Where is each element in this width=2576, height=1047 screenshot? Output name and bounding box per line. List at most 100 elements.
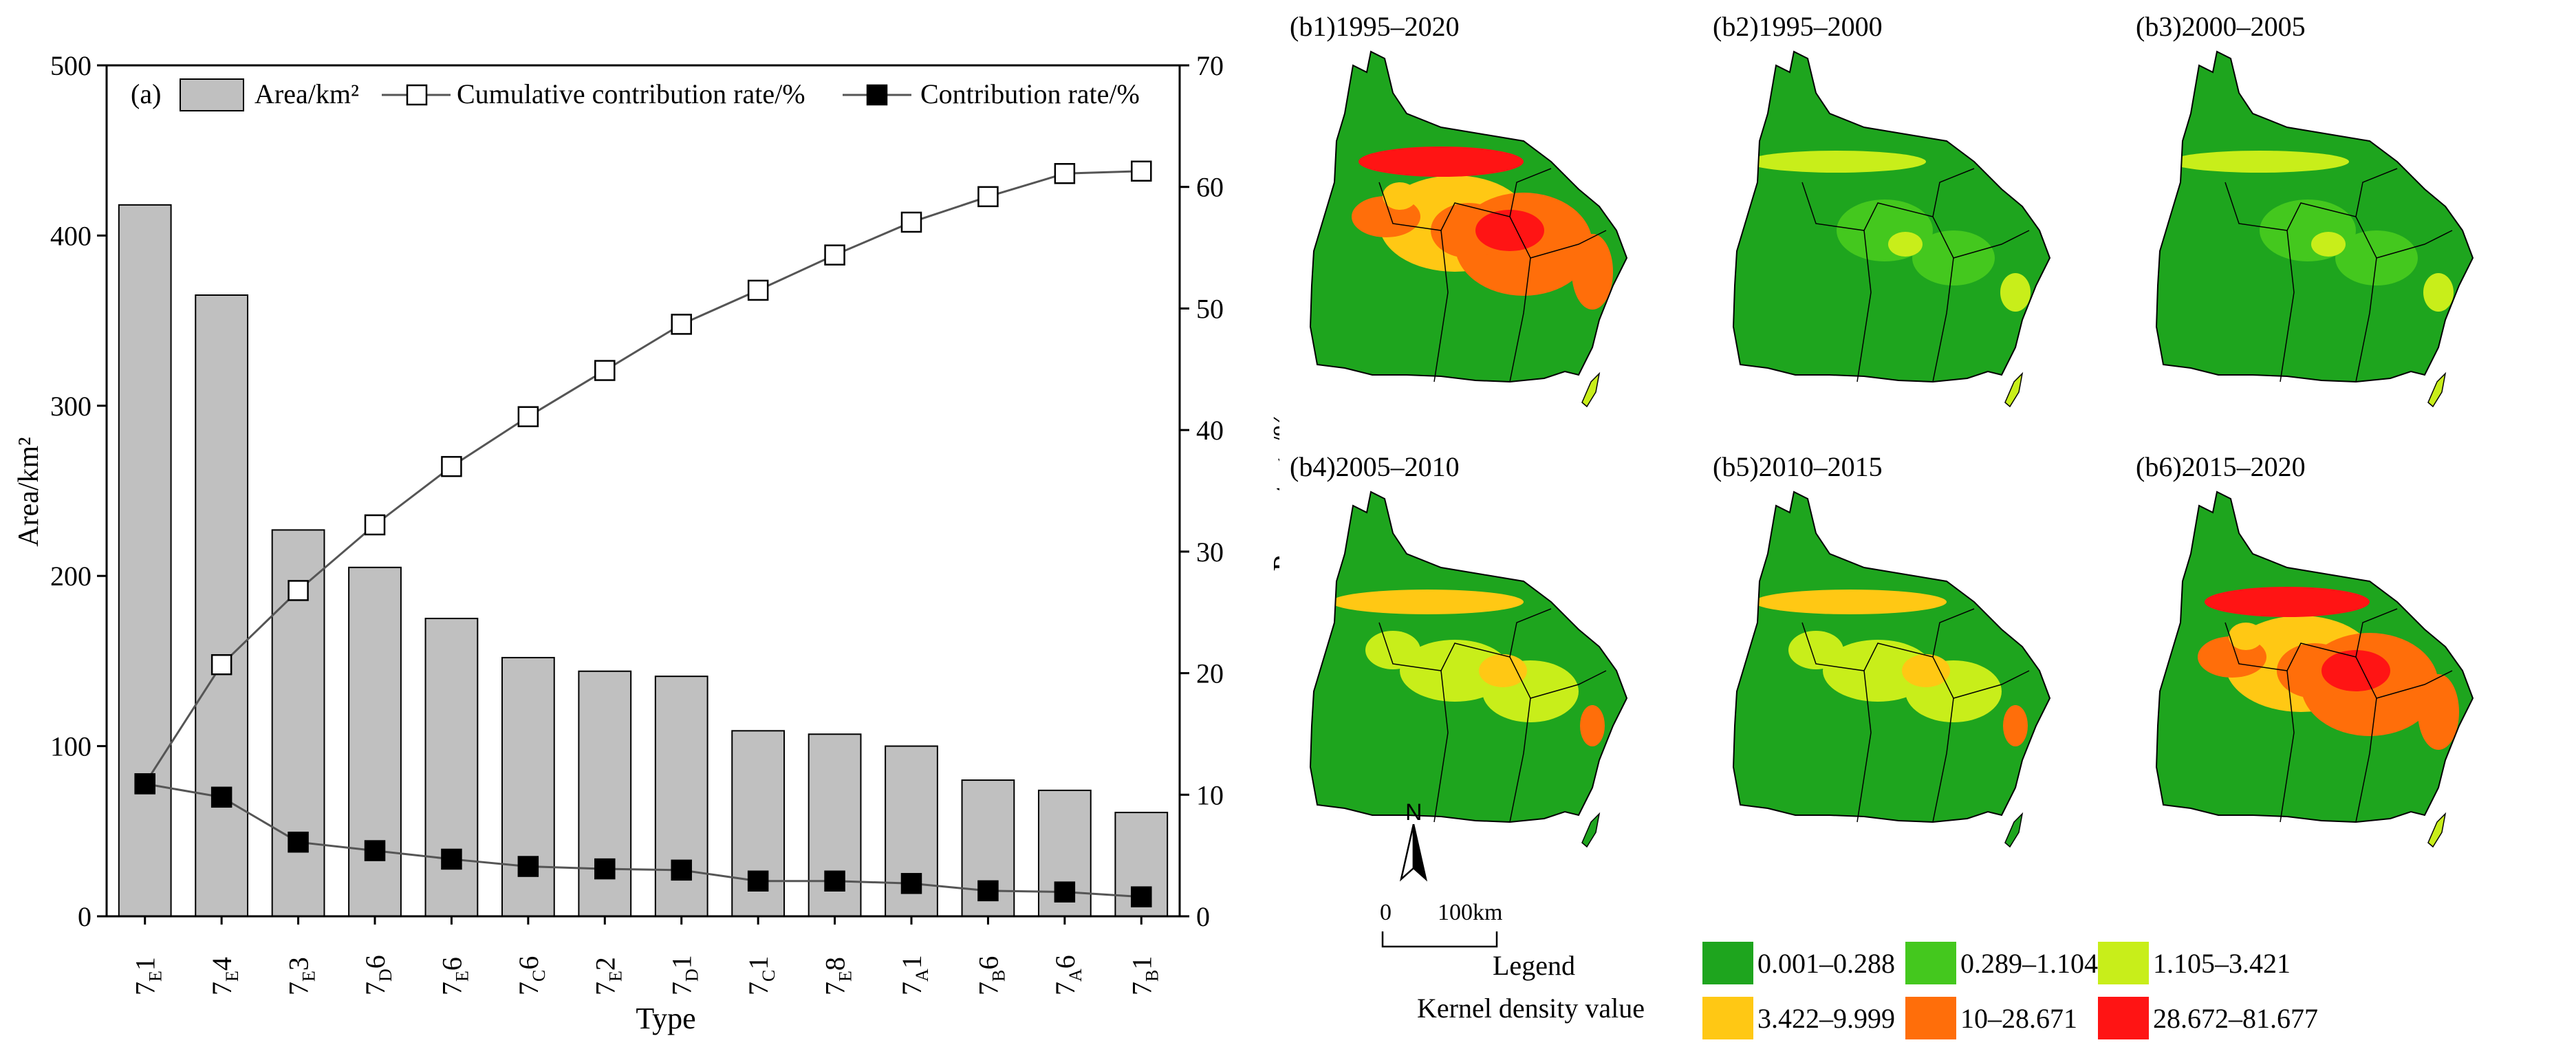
density-hotspot — [1365, 631, 1420, 669]
cumulative-line — [144, 170, 1142, 785]
district-boundaries — [1378, 168, 1607, 382]
bar-line-chart: 0 100 200 300 400 500 0 10 20 30 40 50 60 70 7E1 7E4 7E3… — [13, 50, 1279, 1035]
density-hotspot — [2170, 151, 2349, 173]
svg-text:7D6: 7D6 — [360, 955, 396, 995]
svg-text:7E4: 7E4 — [206, 957, 242, 995]
density-hotspot — [1479, 654, 1527, 687]
y-axis-label: Area/km² — [13, 437, 45, 547]
map-panel-6: (b6)2015–2020 — [2132, 440, 2538, 848]
map-title: (b6)2015–2020 — [2136, 451, 2306, 482]
svg-text:7E1: 7E1 — [130, 957, 166, 995]
legend-label-cumulative: Cumulative contribution rate/% — [457, 78, 805, 109]
svg-text:7E6: 7E6 — [436, 957, 472, 995]
svg-text:7C1: 7C1 — [743, 956, 779, 995]
contribution-point-12 — [1054, 881, 1076, 903]
cumulative-point-13 — [1131, 160, 1152, 182]
district-boundaries — [1378, 608, 1607, 823]
contribution-point-1 — [210, 786, 232, 808]
contribution-line — [144, 782, 1142, 898]
density-hotspot — [2003, 705, 2028, 746]
island — [2004, 371, 2024, 408]
bar-1 — [195, 294, 249, 917]
y-tick-label: 500 — [50, 50, 91, 81]
density-map — [1309, 50, 1628, 408]
legend-marker-contribution — [866, 84, 888, 106]
contribution-point-8 — [747, 870, 769, 892]
cumulative-point-6 — [594, 360, 616, 381]
y-tick-label: 400 — [50, 220, 91, 251]
contribution-point-11 — [977, 880, 999, 902]
density-hotspots — [1747, 151, 2031, 312]
x-tick-label: 7E1 — [130, 957, 166, 995]
y2-tick-label: 60 — [1196, 172, 1224, 203]
x-axis-label: Type — [636, 1002, 695, 1035]
density-hotspot — [2321, 650, 2390, 691]
chart-legend: (a) Area/km² Cumulative contribution rat… — [131, 78, 1140, 111]
map-title: (b5)2010–2015 — [1713, 451, 1883, 482]
cumulative-point-12 — [1054, 163, 1076, 184]
cumulative-point-5 — [517, 406, 539, 427]
contribution-point-3 — [364, 840, 386, 861]
bar-4 — [424, 618, 479, 917]
legend-subtitle: Kernel density value — [1417, 993, 1645, 1024]
x-tick-label: 7B1 — [1126, 956, 1162, 995]
y-tick-label: 0 — [78, 901, 91, 932]
y2-tick-label: 70 — [1196, 50, 1224, 81]
x-tick-label: 7E3 — [283, 957, 319, 995]
legend-item: 3.422–9.999 — [1702, 994, 1895, 1042]
x-tick-label: 7C1 — [743, 956, 779, 995]
bar-3 — [348, 566, 402, 918]
legend-item: 10–28.671 — [1905, 994, 2077, 1042]
map-title: (b4)2005–2010 — [1290, 451, 1460, 482]
density-map — [2155, 490, 2474, 848]
y2-tick-label: 50 — [1196, 293, 1224, 324]
north-arrow-icon — [1399, 824, 1428, 882]
svg-text:7C6: 7C6 — [513, 956, 549, 995]
scale-end: 100km — [1438, 900, 1503, 925]
density-map — [1732, 490, 2051, 848]
cumulative-point-3 — [364, 514, 386, 536]
scale-zero: 0 — [1380, 900, 1392, 925]
bar-8 — [731, 730, 786, 917]
density-hotspot — [2000, 273, 2031, 312]
density-hotspot — [1572, 234, 1613, 310]
density-hotspot — [1788, 631, 1843, 669]
density-hotspot — [1888, 232, 1923, 257]
y2-tick-label: 40 — [1196, 415, 1224, 446]
density-hotspot — [2205, 587, 2370, 617]
x-tick-label: 7D6 — [360, 955, 396, 995]
legend-item: 0.001–0.288 — [1702, 939, 1895, 987]
x-tick-label: 7E6 — [436, 957, 472, 995]
map-outline — [2155, 50, 2474, 383]
map-panel-3: (b3)2000–2005 — [2132, 0, 2538, 408]
contribution-point-13 — [1131, 886, 1152, 907]
density-map — [2155, 50, 2474, 408]
legend-label: 28.672–81.677 — [2153, 1002, 2318, 1034]
contribution-point-10 — [900, 873, 922, 894]
y-tick-label: 200 — [50, 561, 91, 592]
svg-text:7E2: 7E2 — [589, 957, 625, 995]
y2-tick-label: 30 — [1196, 537, 1224, 568]
density-map — [1732, 50, 2051, 408]
svg-text:7E3: 7E3 — [283, 957, 319, 995]
svg-text:7E8: 7E8 — [820, 957, 856, 995]
density-hotspot — [2229, 623, 2263, 650]
x-tick-label: 7E2 — [589, 957, 625, 995]
map-outline — [2155, 490, 2474, 823]
svg-text:7B6: 7B6 — [973, 956, 1008, 995]
x-tick-label: 7E4 — [206, 957, 242, 995]
map-panel-1: (b1)1995–2020 — [1286, 0, 1692, 408]
map-title: (b2)1995–2000 — [1713, 11, 1883, 42]
cumulative-point-9 — [824, 244, 845, 266]
north-label: N — [1405, 799, 1422, 825]
district-boundaries — [1801, 168, 2030, 382]
legend-title: Legend — [1493, 950, 1575, 981]
map-outline — [1309, 50, 1628, 383]
density-map — [1309, 490, 1628, 848]
legend-item: 0.289–1.104 — [1905, 939, 2098, 987]
legend-swatch — [1905, 942, 1956, 984]
island — [1581, 371, 1601, 408]
legend-label: 3.422–9.999 — [1757, 1002, 1895, 1034]
density-hotspots — [1331, 590, 1605, 746]
plot-frame — [105, 64, 1181, 918]
